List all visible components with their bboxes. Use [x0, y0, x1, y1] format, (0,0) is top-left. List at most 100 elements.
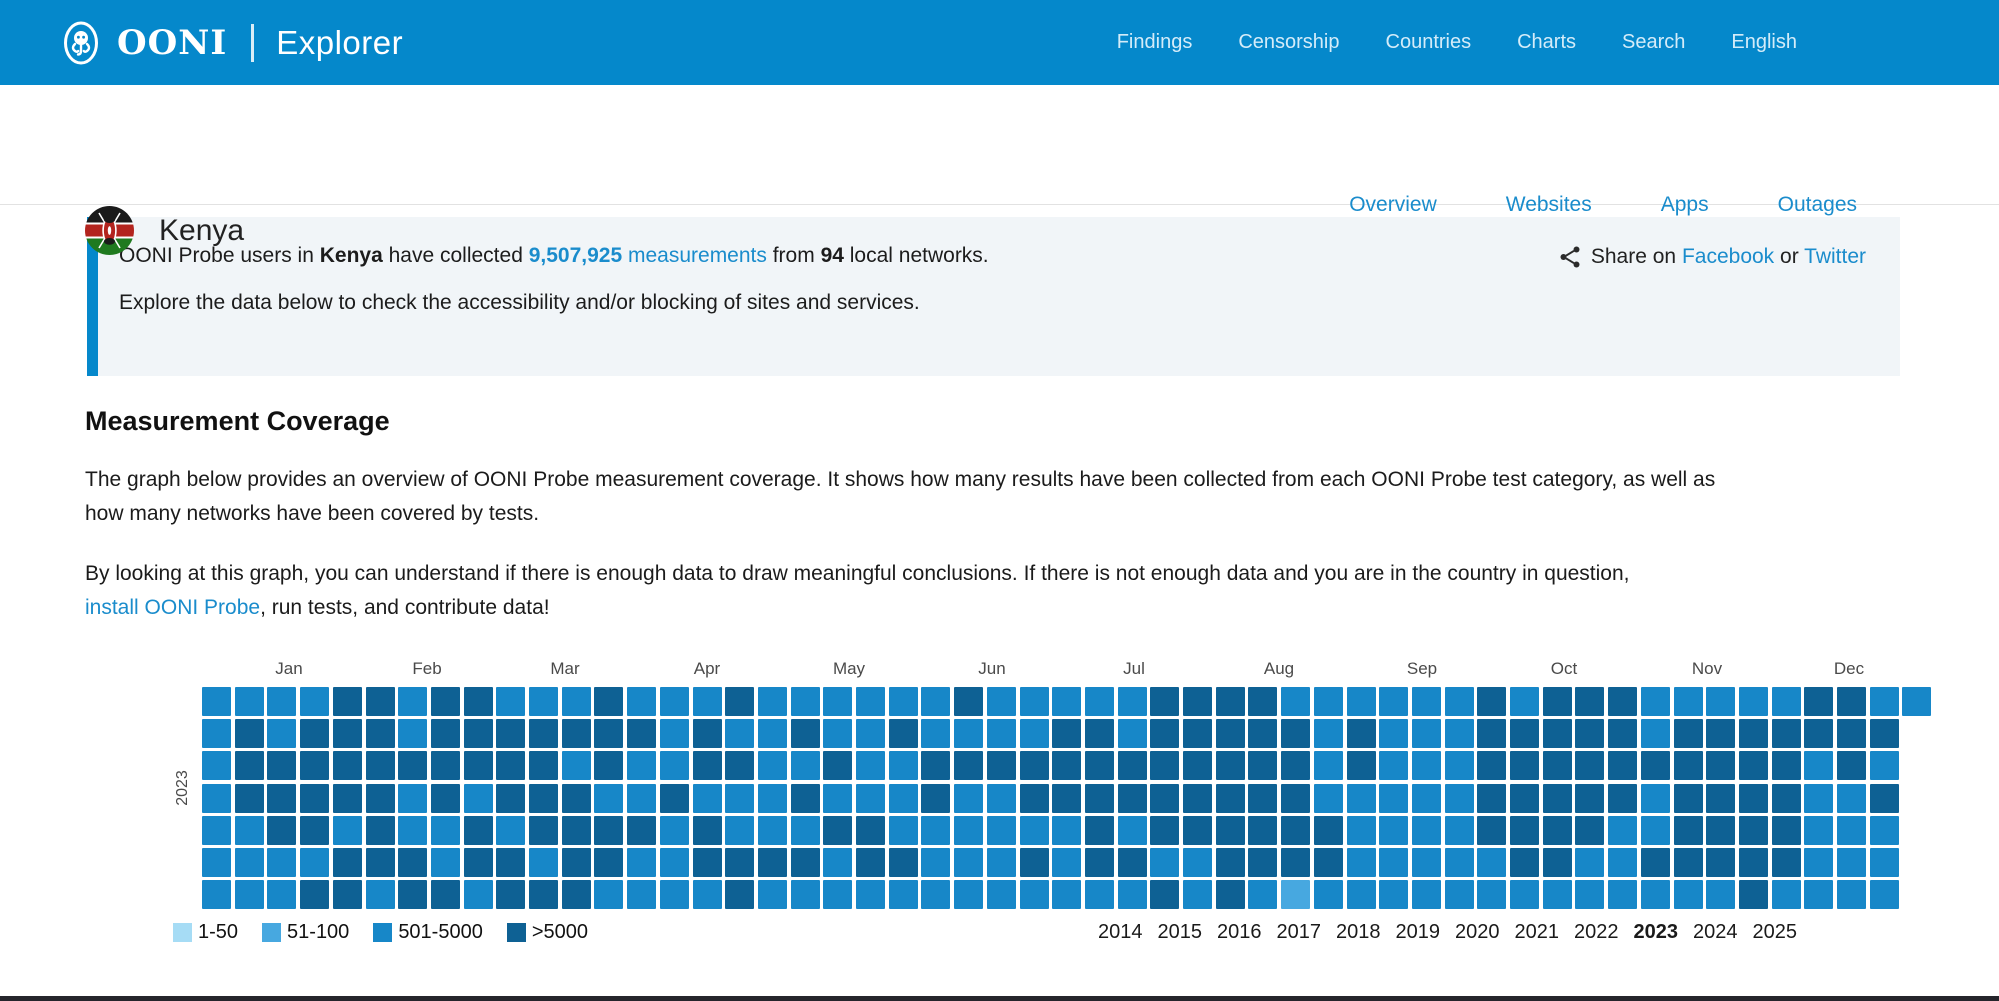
nav-findings[interactable]: Findings — [1116, 31, 1193, 53]
heatmap-cell[interactable] — [921, 751, 950, 780]
heatmap-cell[interactable] — [1837, 816, 1866, 845]
heatmap-cell[interactable] — [496, 784, 525, 813]
heatmap-cell[interactable] — [1052, 816, 1081, 845]
heatmap-cell[interactable] — [660, 687, 689, 716]
ooni-logo[interactable]: OONI Explorer — [63, 21, 403, 65]
heatmap-cell[interactable] — [529, 751, 558, 780]
tab-apps[interactable]: Apps — [1660, 193, 1709, 216]
heatmap-cell[interactable] — [889, 784, 918, 813]
heatmap-cell[interactable] — [366, 784, 395, 813]
heatmap-cell[interactable] — [1183, 784, 1212, 813]
heatmap-cell[interactable] — [1085, 719, 1114, 748]
heatmap-cell[interactable] — [693, 816, 722, 845]
heatmap-cell[interactable] — [758, 880, 787, 909]
heatmap-cell[interactable] — [1248, 816, 1277, 845]
heatmap-cell[interactable] — [1150, 880, 1179, 909]
heatmap-cell[interactable] — [1379, 848, 1408, 877]
heatmap-cell[interactable] — [1118, 719, 1147, 748]
heatmap-cell[interactable] — [1216, 816, 1245, 845]
heatmap-cell[interactable] — [1739, 784, 1768, 813]
heatmap-cell[interactable] — [594, 751, 623, 780]
heatmap-cell[interactable] — [791, 784, 820, 813]
heatmap-cell[interactable] — [562, 687, 591, 716]
heatmap-cell[interactable] — [366, 751, 395, 780]
year-option-2024[interactable]: 2024 — [1693, 921, 1738, 943]
year-option-2015[interactable]: 2015 — [1157, 921, 1203, 943]
heatmap-cell[interactable] — [366, 848, 395, 877]
heatmap-cell[interactable] — [1150, 719, 1179, 748]
heatmap-cell[interactable] — [496, 816, 525, 845]
heatmap-cell[interactable] — [562, 880, 591, 909]
year-option-2022[interactable]: 2022 — [1574, 921, 1619, 943]
share-facebook-link[interactable]: Facebook — [1681, 245, 1775, 268]
heatmap-cell[interactable] — [1347, 816, 1376, 845]
heatmap-cell[interactable] — [823, 751, 852, 780]
heatmap-cell[interactable] — [1085, 687, 1114, 716]
heatmap-cell[interactable] — [496, 687, 525, 716]
heatmap-cell[interactable] — [1248, 784, 1277, 813]
heatmap-cell[interactable] — [1445, 848, 1474, 877]
heatmap-cell[interactable] — [1216, 848, 1245, 877]
heatmap-cell[interactable] — [823, 848, 852, 877]
heatmap-cell[interactable] — [1641, 751, 1670, 780]
heatmap-cell[interactable] — [398, 816, 427, 845]
heatmap-cell[interactable] — [725, 848, 754, 877]
heatmap-cell[interactable] — [987, 816, 1016, 845]
heatmap-cell[interactable] — [954, 880, 983, 909]
heatmap-cell[interactable] — [1183, 848, 1212, 877]
heatmap-cell[interactable] — [1248, 719, 1277, 748]
heatmap-cell[interactable] — [1020, 848, 1049, 877]
heatmap-cell[interactable] — [464, 880, 493, 909]
heatmap-cell[interactable] — [1706, 784, 1735, 813]
heatmap-cell[interactable] — [627, 687, 656, 716]
heatmap-cell[interactable] — [1739, 816, 1768, 845]
heatmap-cell[interactable] — [1477, 719, 1506, 748]
heatmap-cell[interactable] — [1674, 719, 1703, 748]
heatmap-cell[interactable] — [235, 784, 264, 813]
heatmap-cell[interactable] — [1281, 816, 1310, 845]
heatmap-cell[interactable] — [954, 687, 983, 716]
heatmap-cell[interactable] — [823, 784, 852, 813]
heatmap-cell[interactable] — [202, 784, 231, 813]
heatmap-cell[interactable] — [889, 848, 918, 877]
heatmap-cell[interactable] — [1510, 751, 1539, 780]
heatmap-cell[interactable] — [562, 751, 591, 780]
heatmap-cell[interactable] — [235, 816, 264, 845]
heatmap-cell[interactable] — [1641, 848, 1670, 877]
heatmap-cell[interactable] — [889, 719, 918, 748]
heatmap-cell[interactable] — [1445, 719, 1474, 748]
heatmap-cell[interactable] — [693, 751, 722, 780]
heatmap-cell[interactable] — [1608, 784, 1637, 813]
heatmap-cell[interactable] — [562, 784, 591, 813]
heatmap-cell[interactable] — [1248, 751, 1277, 780]
nav-charts[interactable]: Charts — [1517, 31, 1577, 53]
heatmap-cell[interactable] — [464, 784, 493, 813]
tab-overview[interactable]: Overview — [1349, 193, 1437, 216]
heatmap-cell[interactable] — [1739, 687, 1768, 716]
heatmap-cell[interactable] — [594, 880, 623, 909]
heatmap-cell[interactable] — [1477, 880, 1506, 909]
heatmap-cell[interactable] — [1085, 751, 1114, 780]
heatmap-cell[interactable] — [954, 848, 983, 877]
heatmap-cell[interactable] — [1379, 719, 1408, 748]
heatmap-cell[interactable] — [1412, 687, 1441, 716]
heatmap-cell[interactable] — [202, 848, 231, 877]
heatmap-cell[interactable] — [725, 880, 754, 909]
heatmap-cell[interactable] — [267, 784, 296, 813]
heatmap-cell[interactable] — [1020, 719, 1049, 748]
year-option-2019[interactable]: 2019 — [1395, 921, 1441, 943]
heatmap-cell[interactable] — [267, 687, 296, 716]
heatmap-cell[interactable] — [1837, 751, 1866, 780]
heatmap-cell[interactable] — [1510, 719, 1539, 748]
heatmap-cell[interactable] — [1314, 784, 1343, 813]
heatmap-cell[interactable] — [1608, 816, 1637, 845]
heatmap-cell[interactable] — [823, 880, 852, 909]
heatmap-cell[interactable] — [1510, 880, 1539, 909]
heatmap-cell[interactable] — [235, 751, 264, 780]
heatmap-cell[interactable] — [1379, 880, 1408, 909]
heatmap-cell[interactable] — [1314, 751, 1343, 780]
heatmap-cell[interactable] — [921, 719, 950, 748]
heatmap-cell[interactable] — [921, 816, 950, 845]
heatmap-cell[interactable] — [1543, 816, 1572, 845]
heatmap-cell[interactable] — [1804, 751, 1833, 780]
